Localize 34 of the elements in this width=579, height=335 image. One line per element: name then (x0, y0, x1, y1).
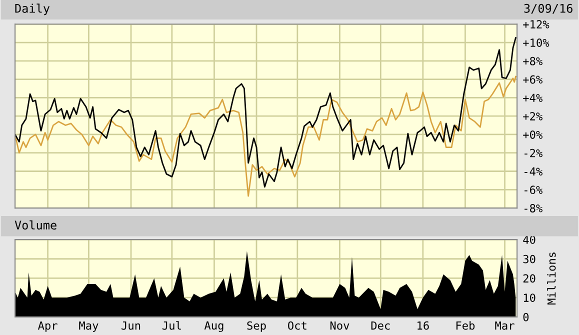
chart-title: Volume (14, 220, 56, 230)
y-tick-label: +12% (523, 20, 550, 28)
x-tick-label: Jun (122, 321, 140, 330)
x-tick-label: Sep (247, 321, 266, 332)
y-tick-label: -4% (524, 167, 542, 176)
x-tick-label: May (79, 321, 98, 332)
x-tick-label: Nov (330, 321, 350, 330)
y-tick-label: -6% (524, 186, 542, 194)
x-tick-label: Feb (456, 321, 475, 330)
y-tick-label: +0% (523, 130, 542, 139)
line-series (15, 76, 516, 197)
x-tick-label: Jul (162, 321, 181, 330)
y-tick-label: 20 (523, 274, 536, 283)
y-tick-label: +4% (523, 94, 542, 102)
y-tick-label: -8% (524, 204, 542, 212)
chart-title: Daily (15, 4, 50, 16)
x-tick-label: Aug (204, 321, 224, 332)
y-tick-label: 10 (524, 294, 536, 302)
y-axis-title: Millions (547, 252, 556, 305)
x-tick-label: Apr (38, 321, 58, 332)
y-tick-label: 30 (523, 254, 536, 264)
y-tick-label: +2% (523, 112, 542, 120)
y-tick-label: +10% (523, 38, 550, 47)
y-tick-label: 0 (523, 312, 529, 322)
x-tick-label: Dec (371, 321, 390, 330)
x-tick-label: 16 (418, 321, 429, 330)
y-tick-label: -2% (524, 148, 542, 158)
y-tick-label: +6% (523, 75, 542, 84)
text: 3/09/16 (524, 4, 572, 14)
x-tick-label: Oct (288, 321, 306, 330)
x-tick-label: Mar (495, 321, 514, 330)
y-tick-label: +8% (523, 56, 542, 66)
line-series (15, 37, 516, 188)
y-tick-label: 40 (523, 236, 536, 244)
